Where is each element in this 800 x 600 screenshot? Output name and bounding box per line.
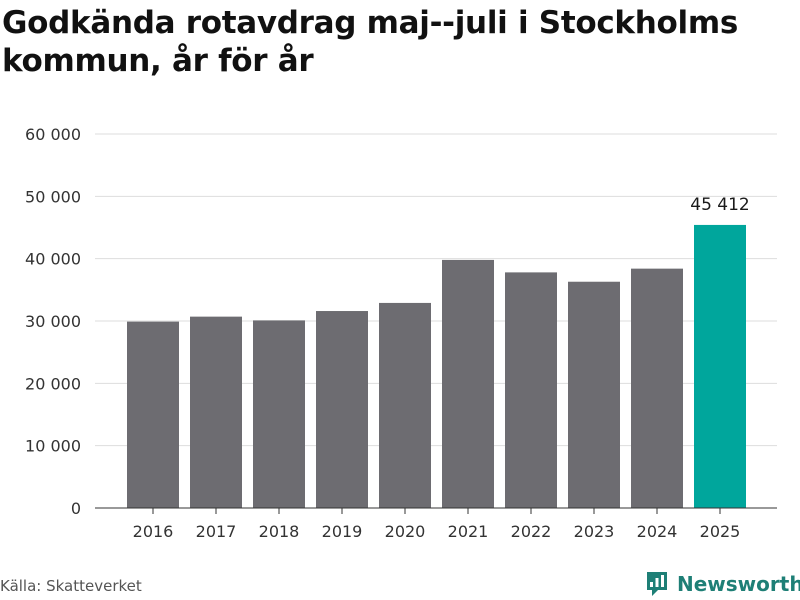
y-axis-ticks: 0 10 000 20 000 30 000 40 000 50 000 60 000 bbox=[25, 125, 81, 518]
y-tick-label: 50 000 bbox=[25, 187, 81, 206]
bar bbox=[253, 320, 305, 508]
x-tick-label: 2017 bbox=[196, 522, 237, 541]
chart-title: Godkända rotavdrag maj--juli i Stockholm… bbox=[2, 5, 738, 79]
brand-name: Newsworthy bbox=[677, 572, 800, 596]
x-tick-label: 2022 bbox=[511, 522, 552, 541]
bar-highlight bbox=[694, 224, 746, 508]
x-tick-label: 2024 bbox=[637, 522, 678, 541]
y-tick-label: 40 000 bbox=[25, 250, 81, 269]
x-tick-label: 2018 bbox=[259, 522, 300, 541]
bar bbox=[316, 311, 368, 508]
x-tick-label: 2023 bbox=[574, 522, 615, 541]
y-tick-label: 10 000 bbox=[25, 437, 81, 456]
bar bbox=[505, 272, 557, 508]
bar bbox=[379, 302, 431, 508]
bar bbox=[442, 259, 494, 508]
x-axis-ticks: 2016 2017 2018 2019 2020 2021 2022 2023 2024 2025 bbox=[133, 508, 741, 541]
y-tick-label: 30 000 bbox=[25, 312, 81, 331]
source-note: Källa: Skatteverket bbox=[0, 577, 142, 595]
bar bbox=[190, 316, 242, 508]
x-tick-label: 2016 bbox=[133, 522, 174, 541]
data-label: 45 412 bbox=[690, 195, 749, 215]
x-tick-label: 2019 bbox=[322, 522, 363, 541]
data-labels: 45 412 bbox=[690, 195, 749, 215]
x-tick-label: 2021 bbox=[448, 522, 489, 541]
bar bbox=[127, 321, 179, 508]
bars bbox=[127, 224, 746, 508]
x-tick-label: 2020 bbox=[385, 522, 426, 541]
y-tick-label: 60 000 bbox=[25, 125, 81, 144]
y-tick-label: 0 bbox=[71, 499, 81, 518]
brand-logo: Newsworthy bbox=[645, 570, 800, 598]
newsworthy-logo-icon bbox=[647, 572, 667, 596]
x-tick-label: 2025 bbox=[700, 522, 741, 541]
bar bbox=[631, 268, 683, 508]
bar bbox=[568, 281, 620, 508]
y-tick-label: 20 000 bbox=[25, 374, 81, 393]
